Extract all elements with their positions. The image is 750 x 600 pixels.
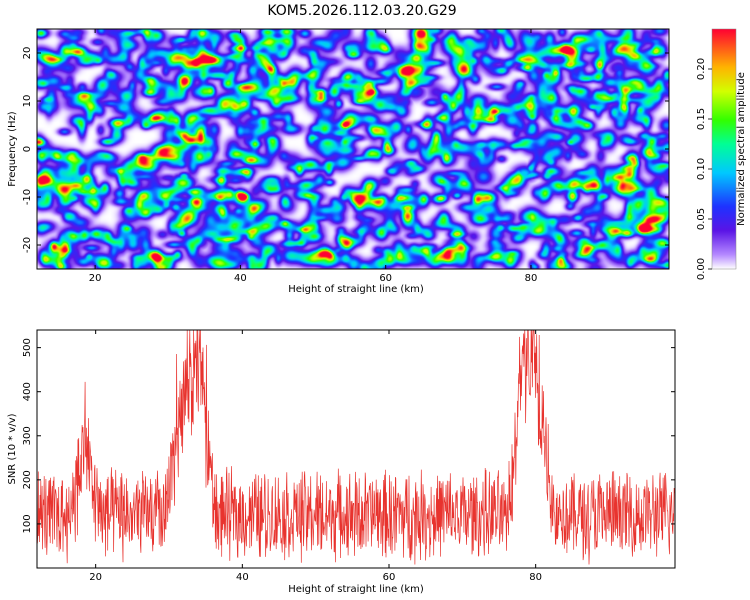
snr-y-tick-label: 400	[22, 382, 33, 401]
spectrogram-y-tick-label: 0	[22, 146, 33, 152]
snr-y-tick-label: 100	[22, 514, 33, 533]
snr-x-tick-label: 80	[529, 572, 542, 583]
spectrogram-y-label: Frequency (Hz)	[7, 111, 18, 187]
snr-frame	[36, 329, 676, 569]
spectrogram-y-tick-label: 10	[22, 95, 33, 108]
colorbar-tick-label: 0.10	[696, 158, 707, 180]
spectrogram-x-label: Height of straight line (km)	[288, 284, 424, 295]
snr-x-tick-label: 20	[89, 572, 102, 583]
snr-x-ticks: 20 40 60 80	[89, 330, 542, 583]
spectrogram-panel: 20 40 60 80 -20 -10 0 10 20 Height of straight …	[7, 28, 670, 295]
spectrogram-y-ticks: -20 -10 0 10 20	[22, 47, 669, 253]
colorbar-ticks: 0.00 0.05 0.10 0.15 0.20	[696, 58, 712, 280]
colorbar-gradient	[712, 29, 736, 269]
spectrogram-heatmap	[37, 29, 669, 269]
colorbar-tick-label: 0.05	[696, 208, 707, 230]
spectrogram-y-tick-label: 20	[22, 47, 33, 60]
spectrogram-x-tick-label: 60	[379, 273, 392, 284]
spectrogram-x-tick-label: 80	[525, 273, 538, 284]
colorbar-label: Normalized spectral amplitude	[736, 72, 747, 226]
snr-y-tick-label: 300	[22, 426, 33, 445]
snr-panel: 20 40 60 80 100 200 300 400 500 Height of strai…	[7, 329, 676, 595]
colorbar-tick-label: 0.15	[696, 108, 707, 130]
snr-y-ticks: 100 200 300 400 500	[22, 338, 675, 533]
colorbar-frame	[711, 28, 737, 270]
spectrogram-x-ticks: 20 40 60 80	[89, 29, 538, 284]
colorbar: 0.00 0.05 0.10 0.15 0.20 Normalized spectral…	[696, 28, 747, 280]
snr-y-label: SNR (10 * v/v)	[7, 413, 18, 484]
snr-x-label: Height of straight line (km)	[288, 584, 424, 595]
spectrogram-x-tick-label: 20	[89, 273, 102, 284]
snr-y-tick-label: 500	[22, 338, 33, 357]
spectrogram-y-tick-label: -10	[22, 189, 33, 205]
snr-x-tick-label: 60	[383, 572, 396, 583]
chart-title: KOM5.2026.112.03.20.G29	[267, 3, 456, 19]
spectrogram-x-tick-label: 40	[234, 273, 247, 284]
snr-y-tick-label: 200	[22, 470, 33, 489]
colorbar-tick-label: 0.20	[696, 58, 707, 80]
snr-x-tick-label: 40	[236, 572, 249, 583]
spectrogram-y-tick-label: -20	[22, 237, 33, 253]
snr-series-line	[37, 330, 675, 565]
colorbar-tick-label: 0.00	[696, 258, 707, 280]
